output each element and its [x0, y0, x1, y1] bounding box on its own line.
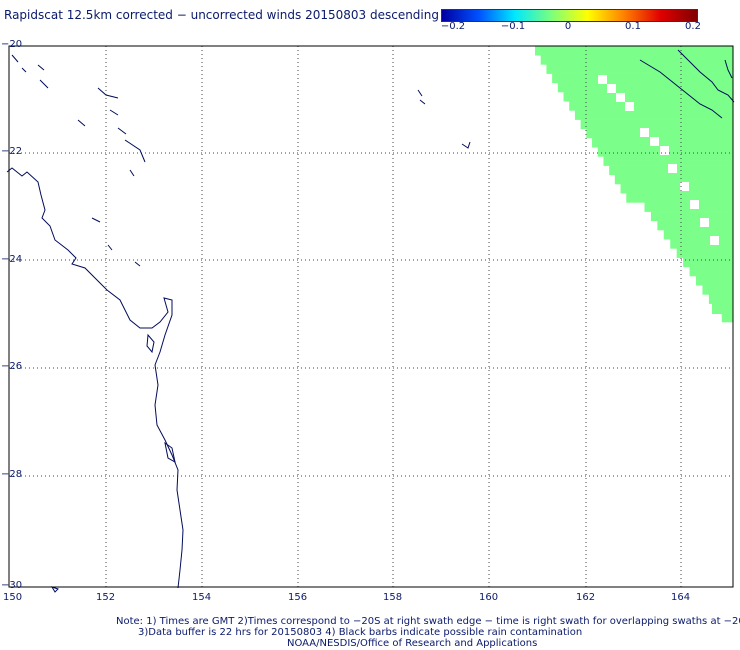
map-title: Rapidscat 12.5km corrected − uncorrected… — [4, 8, 439, 22]
map-frame — [8, 45, 734, 588]
color-scale-bar — [441, 9, 698, 22]
swath-cell-row — [676, 248, 733, 258]
swath-coverage — [535, 46, 733, 323]
coastal-island — [146, 333, 155, 354]
australia-coastline — [6, 167, 184, 589]
swath-cell-row — [620, 184, 733, 194]
latitude-label: −30 — [1, 580, 23, 591]
colorbar-tick-label: 0 — [564, 21, 572, 32]
new-caledonia-coastline — [677, 49, 735, 103]
swath-gap — [700, 218, 709, 227]
longitude-label: 150 — [3, 592, 23, 603]
latitude-label: −28 — [1, 469, 23, 480]
swath-cell-row — [721, 312, 733, 323]
swath-gap — [710, 236, 719, 245]
reef-fragment — [461, 141, 471, 149]
swath-gap — [668, 164, 677, 173]
swath-gap — [680, 182, 689, 191]
swath-cell-row — [546, 64, 733, 74]
swath-cell — [712, 278, 733, 296]
latitude-label: −24 — [1, 254, 23, 265]
reef-fragment — [91, 139, 146, 267]
swath-gap — [607, 84, 616, 93]
swath-cell-row — [557, 82, 733, 93]
swath-cell-row — [650, 211, 733, 222]
reef-fragment — [417, 89, 426, 105]
swath-gap — [598, 75, 607, 84]
longitude-label: 158 — [383, 592, 403, 603]
latitude-label: −26 — [1, 361, 23, 372]
longitude-label: 152 — [96, 592, 116, 603]
swath-cell-row — [592, 138, 733, 148]
swath-cell-row — [663, 230, 733, 240]
swath-gap — [640, 128, 649, 137]
coastline — [6, 49, 735, 593]
footnote-line-2: 3)Data buffer is 22 hrs for 20150803 4) … — [138, 627, 583, 638]
swath-cell-row — [535, 46, 733, 56]
longitude-label: 162 — [576, 592, 596, 603]
colorbar-tick-label: −0.2 — [440, 21, 466, 32]
longitude-label: 164 — [671, 592, 691, 603]
footnote-credit: NOAA/NESDIS/Office of Research and Appli… — [287, 638, 538, 649]
swath-cell-row — [614, 174, 733, 185]
swath-cell — [712, 296, 733, 314]
swath-cell-row — [644, 202, 733, 212]
longitude-label: 160 — [479, 592, 499, 603]
reef-fragment — [50, 586, 59, 593]
swath-cell-row — [563, 92, 733, 102]
footnote-line-1: Note: 1) Times are GMT 2)Times correspon… — [116, 616, 740, 627]
swath-gap — [625, 102, 634, 111]
latitude-label: −22 — [1, 146, 23, 157]
swath-cell-row — [657, 220, 733, 231]
swath-gap — [650, 137, 659, 146]
new-caledonia-coastline — [724, 59, 733, 79]
swath-cell-row — [569, 101, 733, 111]
colorbar-tick-label: −0.1 — [500, 21, 526, 32]
swath-cell-row — [580, 119, 733, 130]
swath-gap — [690, 200, 699, 209]
swath-cell-row — [670, 239, 733, 249]
longitude-label: 156 — [288, 592, 308, 603]
swath-cell-row — [626, 193, 733, 203]
swath-cell-row — [683, 257, 733, 268]
colorbar-tick-label: 0.2 — [685, 21, 701, 32]
swath-cell-row — [574, 110, 733, 120]
lat-lon-grid — [9, 46, 733, 587]
swath-cell-row — [540, 55, 733, 65]
latitude-label: −20 — [1, 39, 23, 50]
coastal-island — [164, 441, 176, 463]
swath-cell-row — [552, 73, 733, 84]
swath-cell-row — [689, 266, 733, 277]
swath-cell — [712, 260, 733, 278]
colorbar-tick-label: 0.1 — [625, 21, 641, 32]
swath-cell-row — [603, 156, 733, 166]
longitude-label: 154 — [192, 592, 212, 603]
swath-cell-row — [586, 128, 733, 139]
swath-gap — [660, 146, 669, 155]
reef-fragment — [11, 54, 49, 89]
reef-fragment — [77, 87, 127, 135]
swath-gap — [616, 93, 625, 102]
new-caledonia-coastline — [639, 59, 723, 119]
